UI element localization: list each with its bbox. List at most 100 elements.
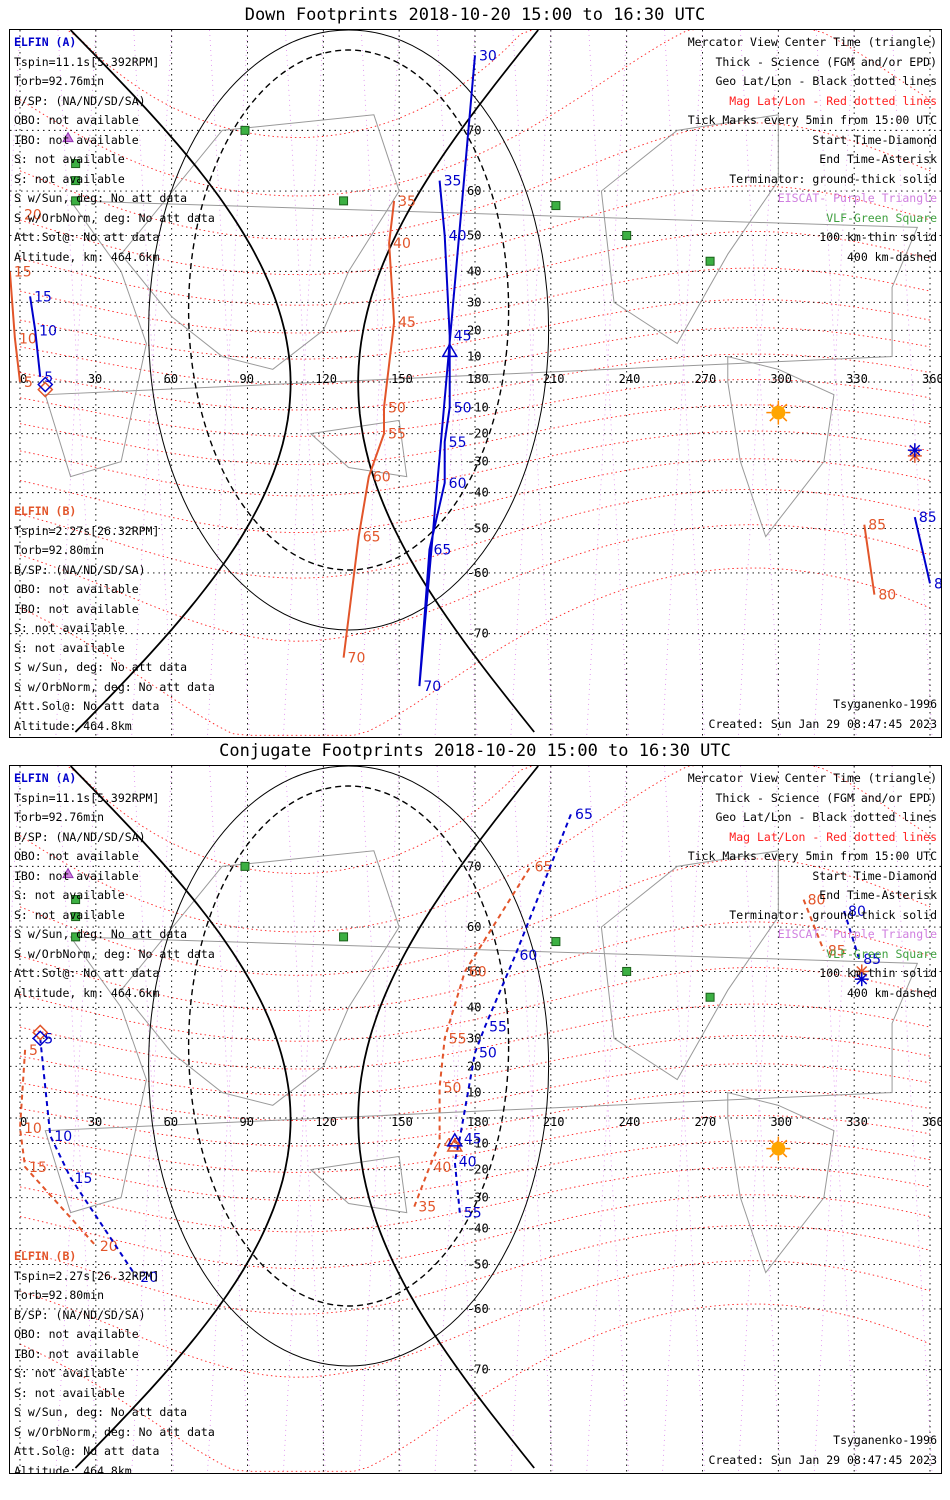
mag-lon-line [510,766,552,1473]
mag-lon-line [662,766,703,1473]
legend-line: End Time-Asterisk [819,152,937,166]
terminator-100km [148,766,550,1367]
legend-line: EISCAT- Purple Triangle [777,191,937,205]
center-triangle-icon-a [446,1132,464,1147]
lat-tick-label: -10 [467,1136,489,1150]
lon-tick-label: 330 [846,1115,868,1129]
lat-tick-label: 40 [467,1000,481,1014]
legend-line: S: not available [14,621,125,635]
end-asterisk-icon-a [909,444,921,456]
vlf-square-icon [551,201,561,211]
mag-lon-line [737,766,779,1473]
coastline [120,850,400,1106]
track-tick-label: 40 [434,1160,452,1176]
legend-line: S w/OrbNorm, deg: No att data [14,679,215,694]
track-tick-label: 50 [479,1046,497,1062]
mag-lat-line [19,567,931,736]
track-line [413,865,532,1207]
legend-line: 100 km-thin solid [819,966,937,980]
track-tick-label: 85 [863,952,881,968]
track-tick-label: 70 [348,651,366,667]
lon-tick-label: 270 [695,372,717,386]
mag-lon-line [360,766,402,1473]
mag-lon-line [57,766,99,1473]
legend-line: Terminator: ground-thick solid [729,907,937,922]
track-tick-label: 20 [100,1239,118,1255]
legend-line: B/SP: (NA/ND/SD/SA) [14,562,146,577]
mag-lat-line [19,122,931,240]
legend-line: S: not available [14,171,125,186]
mag-lon-line [358,766,400,1473]
lat-tick-label: 10 [467,1086,481,1100]
sun-ray [782,1139,788,1145]
sun-ray [782,403,788,409]
track-tick-label: 55 [388,427,406,443]
legend-line: Start Time-Diamond [812,132,937,147]
vlf-stations [71,861,715,1002]
legend-line: Tick Marks every 5min from 15:00 UTC [687,849,937,863]
mag-lon-line [207,766,248,1473]
vlf-square-icon [71,895,81,905]
legend-line: OBO: not available [14,849,139,863]
mag-lon-line [664,766,705,1473]
track-tick-label: 10 [54,1129,72,1145]
track-tick-label: 60 [519,948,537,964]
lon-tick-label: 150 [391,1115,413,1129]
right-legend: Mercator View Center Time (triangle) Thi… [688,769,937,1003]
created-label: Created: Sun Jan 29 08:47:45 2023 [708,716,937,731]
track-tick-label: 30 [479,48,497,64]
legend-line: Tspin=11.1s[5.392RPM] [14,54,160,69]
vlf-square-icon [339,932,349,942]
legend-line: B/SP: (NA/ND/SD/SA) [14,1307,146,1322]
legend-line: Mercator View Center Time (triangle) [687,771,937,785]
lon-tick-label: 0 [20,1115,27,1129]
legend-line: Att.Sol@: No att data [14,230,160,244]
legend-line: S w/Sun, deg: No att data [14,660,188,674]
track-tick-label: 15 [75,1171,93,1187]
legend-line: Altitude, km: 464.6km [14,249,160,264]
model-label: Tsyganenko-1996 [833,697,937,711]
track-tick-label: 5 [24,375,33,391]
legend-line: IBO: not available [14,1346,139,1361]
mag-lat-line [19,967,931,1042]
vlf-square-icon [622,230,632,240]
lon-tick-label: 270 [695,1115,717,1129]
mag-lon-line [282,30,324,737]
mag-lon-line [209,30,250,737]
mag-lon-line [436,766,478,1473]
footer-right: Tsyganenko-1996 Created: Sun Jan 29 08:4… [709,695,937,734]
legend-line: OBO: not available [14,1327,139,1341]
eiscat-triangle-icon [62,867,74,879]
lat-tick-label: -20 [467,1163,489,1177]
lat-tick-label: -70 [467,1363,489,1377]
vlf-square-icon [71,176,81,186]
track-tick-label: 20 [140,1270,158,1286]
lon-tick-label: 330 [846,372,868,386]
sun-ray [782,1153,788,1158]
vlf-square-icon [705,992,715,1002]
vlf-square-icon [71,159,81,169]
coastlines [44,850,919,1274]
track-tick-label: 15 [29,1160,47,1176]
vlf-square-icon [551,937,561,947]
sun-ray [769,417,774,422]
center-triangle-icon [441,342,459,358]
lat-tick-label: -40 [467,1222,489,1236]
mag-lon-line [740,766,781,1473]
track-line [18,1049,97,1247]
legend-line: VLF-Green Square [826,946,937,961]
lon-tick-label: 90 [240,372,254,386]
legend-line: 400 km-dashed [846,249,937,264]
track-tick-label: 45 [454,329,472,345]
legend-line: S w/Sun, deg: No att data [14,1405,188,1419]
track-line [10,271,21,383]
sun-ray [769,403,774,409]
mag-lon-line [664,30,705,737]
sun-ray [782,417,788,422]
terminator-100km [148,30,550,631]
lat-tick-label: 50 [467,228,481,242]
lon-tick-label: 0 [20,372,27,386]
axis-labels: 0 30 60 90 120 150 180 210 240 270 300 330 360 70 60 50… [20,123,941,640]
lat-tick-label: -60 [467,566,489,580]
